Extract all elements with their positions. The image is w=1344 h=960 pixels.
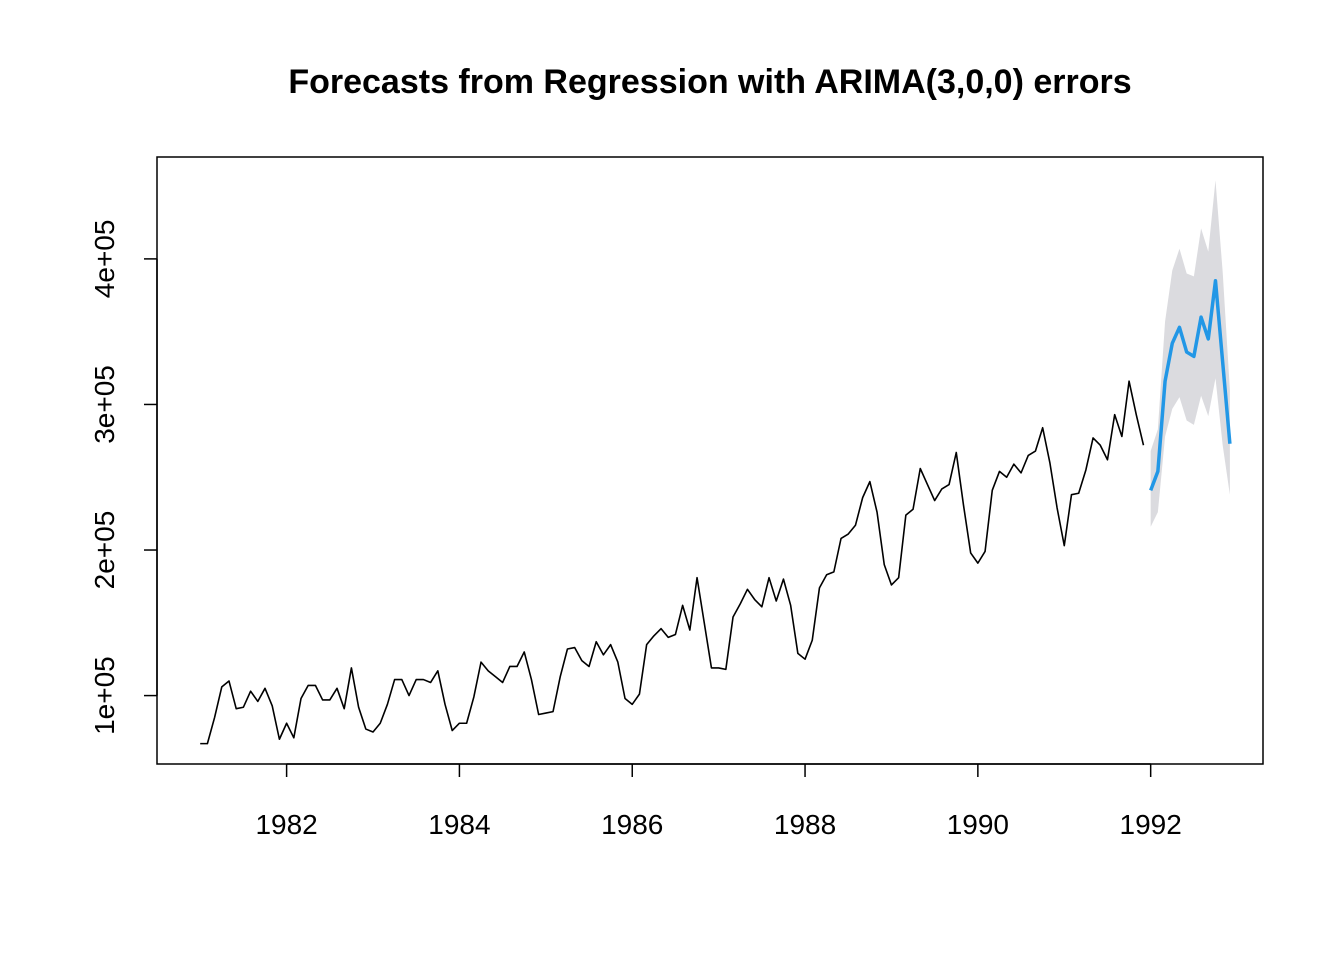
y-tick-label: 2e+05 — [89, 511, 120, 590]
plot-frame — [156, 156, 1264, 765]
x-tick-label: 1992 — [1120, 809, 1182, 840]
y-axis: 1e+05 2e+05 3e+05 4e+05 — [89, 220, 158, 735]
x-tick-label: 1986 — [601, 809, 663, 840]
x-tick-label: 1984 — [428, 809, 490, 840]
x-tick-label: 1982 — [255, 809, 317, 840]
x-tick-label: 1990 — [947, 809, 1009, 840]
history-line — [200, 380, 1145, 745]
x-tick-label: 1988 — [774, 809, 836, 840]
y-tick-label: 4e+05 — [89, 220, 120, 299]
history-layer — [200, 380, 1145, 745]
forecast-line — [1149, 278, 1232, 491]
y-tick-label: 1e+05 — [89, 656, 120, 735]
y-tick-label: 3e+05 — [89, 365, 120, 444]
chart-title: Forecasts from Regression with ARIMA(3,0… — [288, 63, 1131, 101]
x-axis: 1982 1984 1986 1988 1990 1992 — [255, 763, 1182, 840]
forecast-layer — [1149, 278, 1232, 491]
